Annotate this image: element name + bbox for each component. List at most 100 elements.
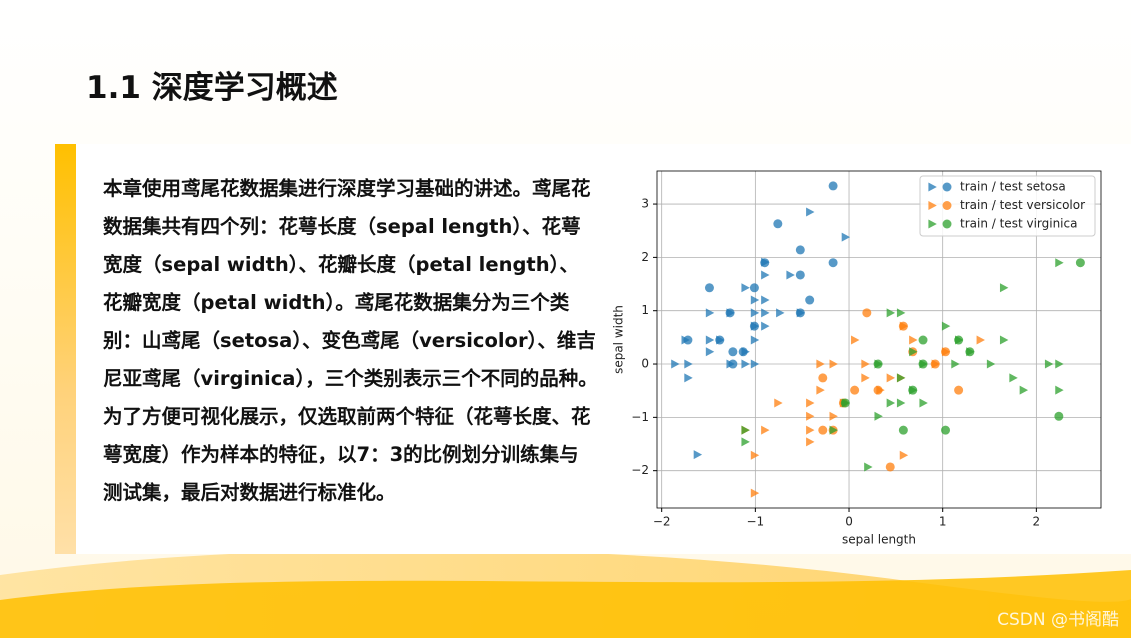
train-point	[899, 450, 909, 460]
train-point	[806, 411, 815, 421]
train-point	[841, 232, 851, 242]
x-axis-label: sepal length	[842, 533, 916, 547]
train-point	[750, 359, 760, 369]
train-point	[861, 373, 870, 383]
test-point	[862, 308, 872, 318]
test-point	[795, 245, 805, 255]
x-tick-label: 2	[1033, 515, 1041, 529]
train-point	[999, 283, 1009, 293]
train-point	[741, 283, 750, 293]
x-tick-label: 1	[939, 515, 947, 529]
test-point	[840, 398, 850, 408]
train-point	[1019, 385, 1029, 395]
train-point	[999, 335, 1009, 345]
slide-title: 1.1 深度学习概述	[86, 70, 338, 106]
y-axis-label: sepal width	[612, 305, 626, 374]
train-point	[693, 450, 703, 460]
legend-marker	[942, 182, 952, 192]
test-point	[715, 335, 725, 345]
test-point	[795, 308, 805, 318]
train-point	[941, 321, 951, 331]
test-point	[728, 347, 738, 357]
train-point	[896, 398, 906, 408]
train-point	[886, 373, 896, 383]
train-point	[741, 425, 750, 435]
test-point	[749, 321, 759, 331]
train-point	[761, 425, 770, 435]
test-point	[828, 181, 838, 191]
legend-label: train / test versicolor	[960, 198, 1085, 212]
train-point	[705, 347, 715, 357]
train-point	[896, 373, 906, 383]
train-point	[986, 359, 996, 369]
train-point	[761, 308, 770, 318]
train-point	[684, 373, 693, 383]
y-tick-label: 1	[641, 303, 649, 317]
train-point	[1055, 258, 1064, 268]
legend-marker	[942, 219, 952, 229]
train-point	[806, 425, 815, 435]
train-point	[774, 398, 783, 408]
train-point	[851, 335, 860, 345]
x-tick-label: −1	[747, 515, 765, 529]
plot-frame	[656, 170, 1102, 509]
legend-label: train / test setosa	[960, 180, 1066, 194]
test-point	[795, 270, 805, 280]
train-point	[861, 359, 870, 369]
train-point	[806, 398, 815, 408]
train-point	[976, 335, 985, 345]
test-point	[1054, 411, 1064, 421]
train-point	[786, 270, 795, 280]
train-point	[829, 411, 838, 421]
train-point	[705, 308, 715, 318]
train-point	[864, 462, 873, 472]
train-point	[829, 359, 838, 369]
train-point	[1055, 385, 1064, 395]
accent-bar	[55, 144, 76, 554]
train-point	[829, 425, 838, 435]
test-point	[941, 425, 951, 435]
legend-marker	[942, 201, 952, 210]
test-point	[749, 283, 759, 293]
train-point	[919, 398, 928, 408]
train-point	[750, 335, 760, 345]
train-point	[761, 295, 770, 305]
train-point	[816, 385, 825, 395]
test-point	[818, 373, 828, 383]
test-point	[728, 359, 738, 369]
test-point	[885, 462, 895, 472]
train-point	[761, 270, 770, 280]
test-point	[918, 335, 928, 345]
train-point	[761, 321, 770, 331]
legend-box	[919, 175, 1096, 237]
train-point	[750, 308, 760, 318]
train-point	[1044, 359, 1054, 369]
test-point	[918, 359, 928, 369]
test-point	[1075, 258, 1085, 268]
legend-marker	[928, 219, 937, 229]
train-point	[816, 359, 825, 369]
y-tick-label: −2	[631, 463, 649, 477]
test-point	[898, 425, 908, 435]
test-point	[908, 385, 918, 395]
train-point	[1009, 373, 1018, 383]
y-tick-label: 2	[641, 250, 649, 264]
train-point	[684, 359, 693, 369]
train-point	[776, 308, 785, 318]
test-point	[941, 347, 951, 357]
train-point	[886, 398, 896, 408]
y-tick-label: −1	[631, 410, 649, 424]
test-point	[954, 385, 964, 395]
test-point	[873, 385, 883, 395]
train-point	[896, 308, 906, 318]
test-point	[773, 219, 783, 229]
watermark: CSDN @书阁酷	[997, 610, 1119, 630]
train-point	[705, 335, 715, 345]
train-point	[1055, 359, 1064, 369]
test-point	[898, 321, 908, 331]
test-point	[965, 347, 975, 357]
test-point	[704, 283, 714, 293]
legend-label: train / test virginica	[960, 217, 1077, 231]
